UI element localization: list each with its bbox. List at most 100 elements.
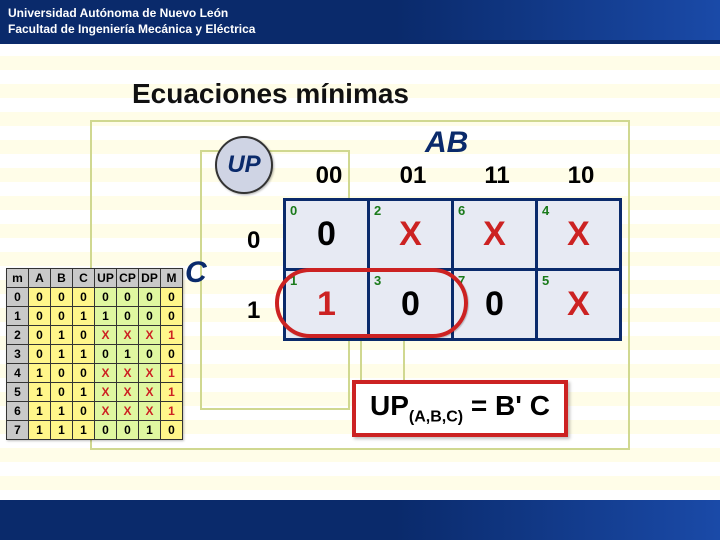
table-cell: 1 (51, 421, 73, 440)
table-cell: X (95, 383, 117, 402)
table-cell: 0 (139, 288, 161, 307)
table-cell: 0 (117, 421, 139, 440)
table-cell: X (117, 364, 139, 383)
table-cell: 2 (7, 326, 29, 345)
table-cell: 1 (51, 326, 73, 345)
table-row: 71110010 (7, 421, 183, 440)
col-mm: M (161, 269, 183, 288)
kmap-cell-value: X (399, 215, 422, 253)
table-row: 6110XXX1 (7, 402, 183, 421)
table-cell: 1 (73, 345, 95, 364)
col-cp: CP (117, 269, 139, 288)
equation-sub: (A,B,C) (409, 409, 463, 426)
col-up: UP (95, 269, 117, 288)
table-cell: 7 (7, 421, 29, 440)
table-cell: 1 (73, 421, 95, 440)
table-cell: 0 (117, 288, 139, 307)
table-cell: 0 (161, 421, 183, 440)
kmap-cell: 2X (369, 200, 453, 270)
kmap-cell: 70 (453, 270, 537, 340)
table-cell: 1 (139, 421, 161, 440)
table-cell: 0 (95, 345, 117, 364)
table-cell: 0 (51, 364, 73, 383)
table-cell: 0 (95, 421, 117, 440)
table-cell: 0 (73, 288, 95, 307)
table-cell: 0 (161, 345, 183, 364)
table-cell: 0 (51, 383, 73, 402)
kmap-minterm-index: 3 (374, 273, 381, 288)
kmap-cell-value: X (567, 285, 590, 323)
kmap-cell: 5X (537, 270, 621, 340)
table-cell: 0 (51, 307, 73, 326)
kmap-row: 002X6X4X (285, 200, 621, 270)
col-b: B (51, 269, 73, 288)
kmap-minterm-index: 1 (290, 273, 297, 288)
kmap-cell-value: X (483, 215, 506, 253)
kmap-row-1: 1 (247, 276, 260, 346)
table-cell: 0 (51, 288, 73, 307)
kmap-col-10: 10 (539, 162, 623, 190)
table-cell: X (139, 326, 161, 345)
kmap-minterm-index: 4 (542, 203, 549, 218)
table-cell: 1 (161, 326, 183, 345)
col-dp: DP (139, 269, 161, 288)
table-cell: 1 (95, 307, 117, 326)
kmap-minterm-index: 0 (290, 203, 297, 218)
table-cell: 0 (161, 288, 183, 307)
truth-table-header: m A B C UP CP DP M (7, 269, 183, 288)
col-m: m (7, 269, 29, 288)
table-cell: 0 (29, 345, 51, 364)
kmap-cell-value: 0 (401, 285, 420, 323)
table-cell: 1 (161, 383, 183, 402)
kmap-row: 1130705X (285, 270, 621, 340)
slide-title: Ecuaciones mínimas (132, 78, 409, 110)
table-cell: 3 (7, 345, 29, 364)
kmap-col-01: 01 (371, 162, 455, 190)
table-cell: X (117, 402, 139, 421)
col-c: C (73, 269, 95, 288)
table-cell: 1 (117, 345, 139, 364)
university-name: Universidad Autónoma de Nuevo León (8, 6, 228, 20)
kmap-minterm-index: 6 (458, 203, 465, 218)
table-cell: X (95, 364, 117, 383)
table-cell: 0 (73, 364, 95, 383)
kmap-minterm-index: 5 (542, 273, 549, 288)
table-cell: 0 (95, 288, 117, 307)
table-cell: 6 (7, 402, 29, 421)
table-cell: 5 (7, 383, 29, 402)
kmap-cell: 4X (537, 200, 621, 270)
kmap-row-labels: 0 1 (247, 206, 260, 346)
kmap-minterm-index: 7 (458, 273, 465, 288)
table-cell: X (117, 383, 139, 402)
kmap-row-0: 0 (247, 206, 260, 276)
faculty-name: Facultad de Ingeniería Mecánica y Eléctr… (8, 22, 255, 36)
table-row: 2010XXX1 (7, 326, 183, 345)
table-cell: 0 (139, 345, 161, 364)
table-cell: 1 (161, 402, 183, 421)
kmap-cell-value: 1 (317, 285, 336, 323)
table-cell: 0 (139, 307, 161, 326)
table-cell: 1 (29, 402, 51, 421)
table-cell: 1 (73, 307, 95, 326)
table-row: 5101XXX1 (7, 383, 183, 402)
kmap-col-labels: 00011110 (287, 162, 623, 190)
table-cell: 0 (29, 307, 51, 326)
table-row: 10011000 (7, 307, 183, 326)
table-cell: 0 (29, 288, 51, 307)
header-text: Universidad Autónoma de Nuevo León Facul… (8, 6, 255, 37)
kmap-minterm-index: 2 (374, 203, 381, 218)
equation-rhs: = B' C (463, 390, 550, 421)
kmap-row-var-label: C (185, 256, 207, 290)
kmap-cell: 11 (285, 270, 369, 340)
kmap-col-11: 11 (455, 162, 539, 190)
table-cell: 1 (7, 307, 29, 326)
table-cell: 1 (51, 345, 73, 364)
table-cell: 0 (7, 288, 29, 307)
equation-box: UP(A,B,C) = B' C (352, 380, 568, 437)
table-cell: 0 (161, 307, 183, 326)
table-cell: 1 (29, 421, 51, 440)
footer-band (0, 500, 720, 540)
table-cell: X (95, 326, 117, 345)
table-cell: X (95, 402, 117, 421)
table-cell: X (117, 326, 139, 345)
